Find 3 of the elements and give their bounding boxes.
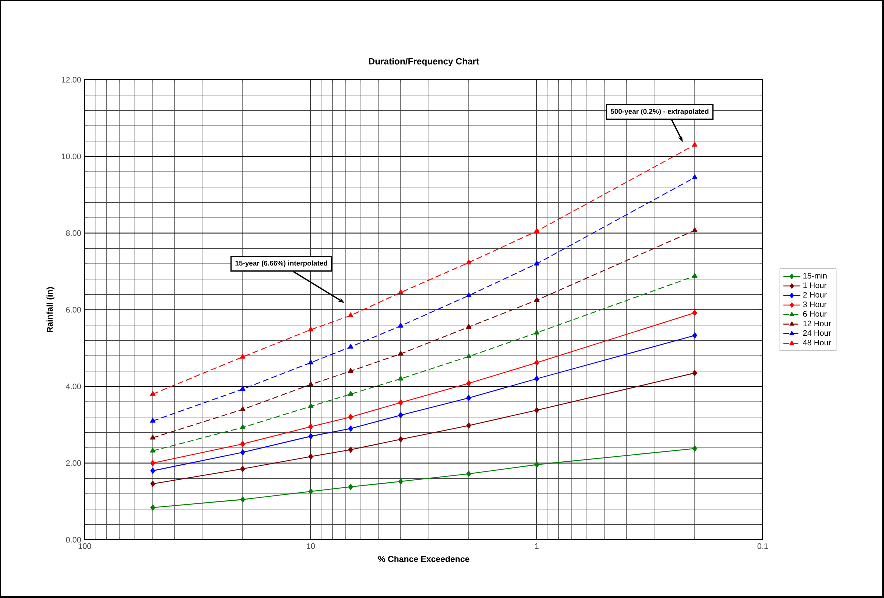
chart-title: Duration/Frequency Chart bbox=[369, 58, 480, 66]
x-axis-title: % Chance Exceedence bbox=[378, 556, 470, 562]
y-axis-title: Rainfall (in) bbox=[46, 287, 55, 332]
